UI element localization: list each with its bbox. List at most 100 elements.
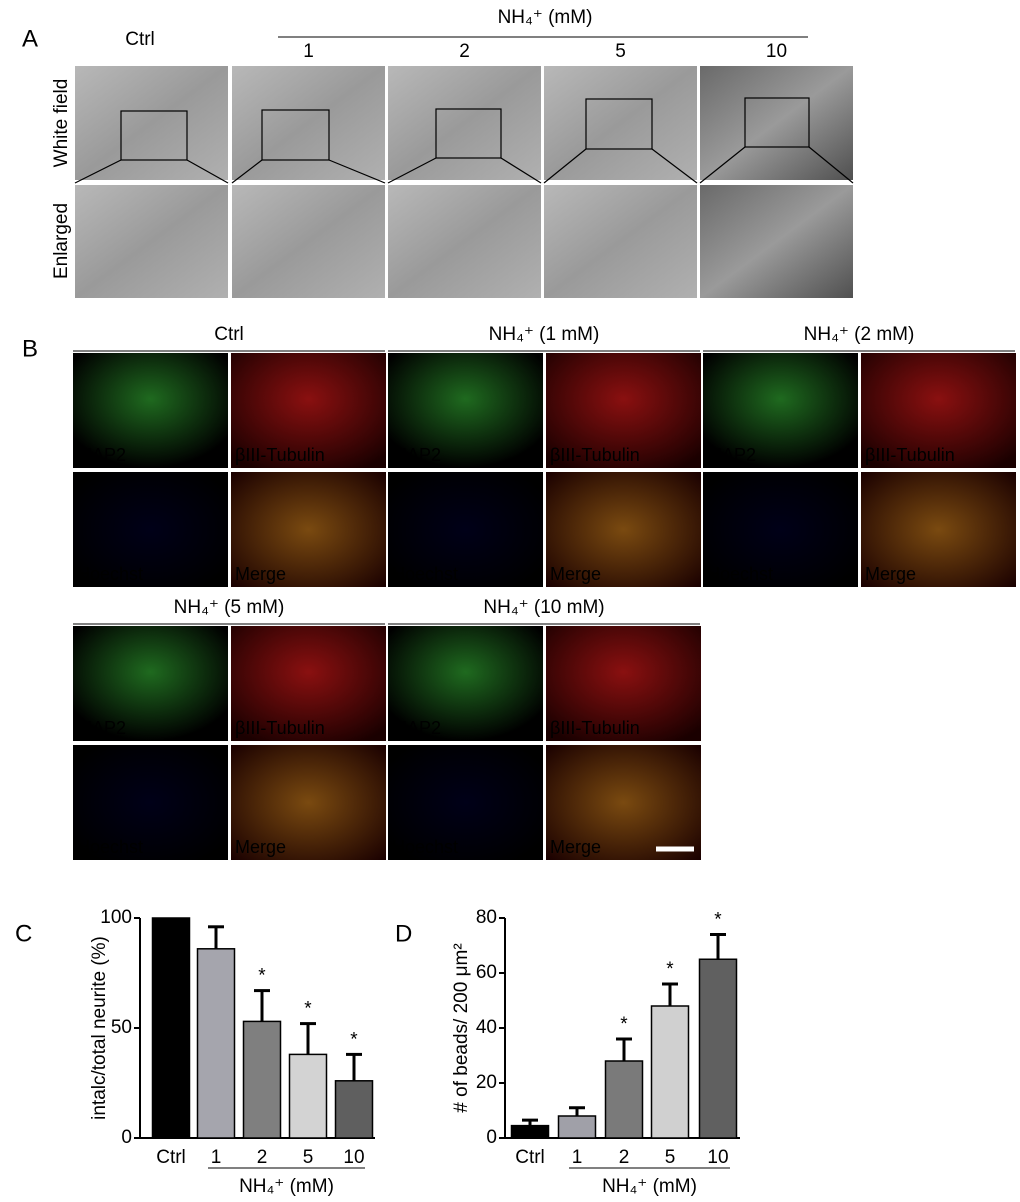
micrograph bbox=[388, 626, 543, 741]
x-tick-label: 5 bbox=[303, 1147, 314, 1168]
zoom-line bbox=[808, 146, 854, 184]
x-tick-label: Ctrl bbox=[515, 1147, 545, 1168]
dose-label: 1 bbox=[303, 41, 314, 62]
y-tick-label: 100 bbox=[100, 907, 132, 928]
micrograph bbox=[546, 626, 701, 741]
group-label: NH₄⁺ (2 mM) bbox=[804, 324, 915, 345]
y-axis-label: intalc/total neurite (%) bbox=[89, 936, 110, 1120]
micrograph bbox=[546, 745, 701, 860]
significance-mark: * bbox=[350, 1029, 358, 1050]
y-tick-label: 80 bbox=[476, 907, 497, 928]
channel-label: βIII-Tubulin bbox=[235, 718, 325, 738]
x-tick-label: Ctrl bbox=[156, 1147, 186, 1168]
enlarged-image bbox=[232, 185, 385, 298]
channel-label: Merge bbox=[235, 564, 286, 584]
group-label: NH₄⁺ (1 mM) bbox=[489, 324, 600, 345]
micrograph bbox=[73, 353, 228, 468]
panel-letter: B bbox=[22, 335, 38, 362]
x-group-label: NH₄⁺ (mM) bbox=[602, 1176, 697, 1197]
bar bbox=[288, 1053, 328, 1139]
enlarged-image bbox=[75, 185, 228, 298]
micrograph bbox=[73, 472, 228, 587]
significance-mark: * bbox=[666, 959, 674, 980]
white-field-image bbox=[544, 66, 697, 180]
significance-mark: * bbox=[620, 1014, 628, 1035]
channel-label: βIII-Tubulin bbox=[235, 445, 325, 465]
zoom-line bbox=[651, 148, 698, 184]
y-tick-label: 40 bbox=[476, 1017, 497, 1038]
bar bbox=[650, 1005, 690, 1139]
inset-box bbox=[120, 110, 188, 161]
bar bbox=[334, 1080, 374, 1139]
channel-label: Merge bbox=[550, 564, 601, 584]
row-label: White field bbox=[51, 79, 72, 168]
y-tick-label: 20 bbox=[476, 1072, 497, 1093]
channel-label: βIII-Tubulin bbox=[550, 445, 640, 465]
zoom-line bbox=[500, 157, 542, 184]
channel-label: Hoechst bbox=[707, 564, 773, 584]
y-tick-label: 50 bbox=[111, 1017, 132, 1038]
x-tick-label: 1 bbox=[572, 1147, 583, 1168]
channel-label: Hoechst bbox=[77, 837, 143, 857]
micrograph bbox=[73, 745, 228, 860]
bar bbox=[604, 1060, 644, 1139]
channel-label: MAP2 bbox=[707, 445, 756, 465]
micrograph bbox=[231, 472, 386, 587]
x-tick-label: 2 bbox=[257, 1147, 268, 1168]
white-field-image bbox=[700, 66, 853, 180]
micrograph bbox=[231, 353, 386, 468]
micrograph bbox=[231, 745, 386, 860]
micrograph bbox=[703, 472, 858, 587]
white-field-image bbox=[232, 66, 385, 180]
panel-letter: D bbox=[395, 920, 412, 947]
inset-box bbox=[261, 109, 330, 161]
channel-label: MAP2 bbox=[77, 445, 126, 465]
inset-box bbox=[435, 108, 502, 159]
enlarged-image bbox=[544, 185, 697, 298]
y-tick-label: 0 bbox=[121, 1127, 132, 1148]
zoom-line bbox=[186, 159, 229, 184]
group-label: NH₄⁺ (10 mM) bbox=[483, 597, 604, 618]
enlarged-image bbox=[388, 185, 541, 298]
micrograph bbox=[861, 472, 1016, 587]
channel-label: βIII-Tubulin bbox=[865, 445, 955, 465]
micrograph bbox=[388, 745, 543, 860]
zoom-line bbox=[74, 159, 122, 184]
x-tick-label: 5 bbox=[665, 1147, 676, 1168]
x-tick-label: 10 bbox=[707, 1147, 728, 1168]
column-label: Ctrl bbox=[125, 29, 155, 50]
inset-box bbox=[585, 98, 653, 150]
channel-label: Merge bbox=[235, 837, 286, 857]
zoom-line bbox=[543, 148, 587, 184]
micrograph bbox=[388, 472, 543, 587]
significance-mark: * bbox=[714, 910, 722, 931]
micrograph bbox=[546, 353, 701, 468]
channel-label: MAP2 bbox=[392, 445, 441, 465]
y-axis-label: # of beads/ 200 μm² bbox=[451, 943, 472, 1112]
bar bbox=[151, 917, 191, 1139]
group-label: Ctrl bbox=[214, 324, 244, 345]
row-label: Enlarged bbox=[51, 203, 72, 279]
inset-box bbox=[744, 97, 810, 148]
bar bbox=[510, 1124, 550, 1139]
group-label: NH₄⁺ (5 mM) bbox=[174, 597, 285, 618]
channel-label: MAP2 bbox=[392, 718, 441, 738]
zoom-line bbox=[231, 159, 263, 184]
dose-label: 5 bbox=[615, 41, 626, 62]
panel-letter: A bbox=[22, 25, 38, 52]
treatment-label: NH₄⁺ (mM) bbox=[498, 7, 593, 28]
dose-label: 10 bbox=[766, 41, 787, 62]
channel-label: Hoechst bbox=[392, 564, 458, 584]
bar bbox=[698, 958, 738, 1139]
y-tick-label: 0 bbox=[486, 1127, 497, 1148]
micrograph bbox=[861, 353, 1016, 468]
white-field-image bbox=[388, 66, 541, 180]
significance-mark: * bbox=[258, 966, 266, 987]
y-tick-label: 60 bbox=[476, 962, 497, 983]
channel-label: MAP2 bbox=[77, 718, 126, 738]
micrograph bbox=[703, 353, 858, 468]
bar bbox=[196, 948, 236, 1139]
channel-label: Merge bbox=[550, 837, 601, 857]
white-field-image bbox=[75, 66, 228, 180]
